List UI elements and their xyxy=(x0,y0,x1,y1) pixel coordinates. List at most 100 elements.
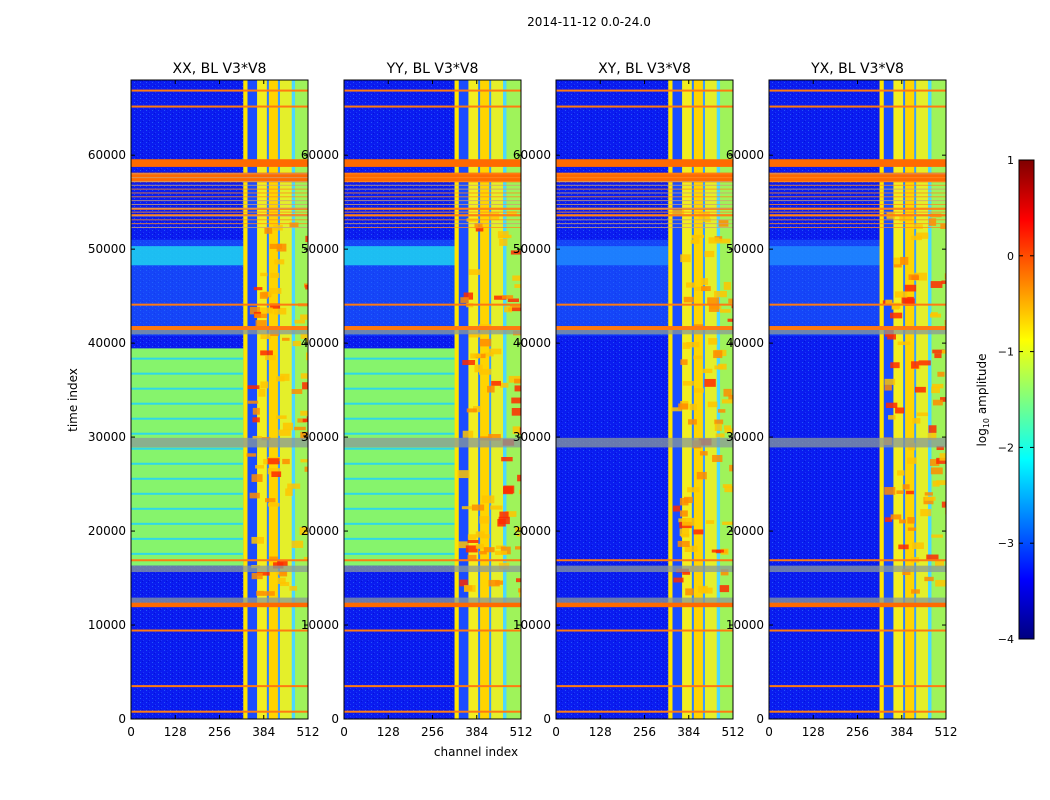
hot-spot xyxy=(724,428,733,433)
y-tick-label: 40000 xyxy=(301,336,339,350)
hot-spot xyxy=(914,224,923,229)
rfi-line xyxy=(131,303,308,306)
hot-spot xyxy=(715,433,725,438)
hot-spot xyxy=(499,382,509,388)
hot-spot xyxy=(512,275,521,281)
hot-spot xyxy=(680,359,688,365)
hot-spot xyxy=(458,541,469,549)
rfi-line xyxy=(769,196,946,198)
hot-spot xyxy=(474,222,483,229)
hot-spot xyxy=(468,269,481,275)
x-tick-label: 128 xyxy=(164,725,187,739)
hot-spot xyxy=(898,544,909,550)
hot-spot xyxy=(519,427,521,435)
rfi-band xyxy=(556,437,733,448)
rfi-line xyxy=(131,196,308,198)
hot-spot xyxy=(260,381,269,389)
rfi-band xyxy=(769,327,946,335)
hot-spot xyxy=(252,435,262,440)
broadband-stripe xyxy=(344,387,455,390)
rfi-line xyxy=(131,180,308,182)
broadband-stripe xyxy=(344,462,455,465)
hot-spot xyxy=(500,546,511,555)
hot-spot xyxy=(269,243,282,249)
y-tick-label: 10000 xyxy=(88,618,126,632)
hot-spot xyxy=(673,577,684,583)
channel-column xyxy=(716,80,721,719)
y-tick-label: 30000 xyxy=(513,430,551,444)
hot-spot xyxy=(703,368,713,374)
hot-spot xyxy=(914,386,926,393)
rfi-band-strong xyxy=(769,602,946,608)
rfi-line xyxy=(131,211,308,213)
hot-spot xyxy=(253,287,263,291)
y-tick-label: 60000 xyxy=(726,148,764,162)
hot-spot xyxy=(896,490,904,494)
colorbar: 1 0 −1 −2 −3 −4 xyxy=(998,154,1035,646)
hot-spot xyxy=(704,378,716,387)
channel-column xyxy=(879,80,884,719)
channel-column xyxy=(247,80,258,719)
hot-spot xyxy=(467,534,477,540)
rfi-line xyxy=(344,214,521,217)
hot-spot xyxy=(914,272,927,281)
hot-spot xyxy=(300,314,308,320)
x-axis-label: channel index xyxy=(434,745,518,759)
rfi-line xyxy=(344,559,521,562)
hot-spot xyxy=(483,547,495,553)
hot-spot xyxy=(899,214,913,222)
hot-spot xyxy=(501,295,514,299)
hot-spot xyxy=(885,299,893,305)
rfi-line xyxy=(769,559,946,562)
hot-spot xyxy=(479,338,492,347)
hot-spot xyxy=(912,542,924,549)
hot-spot xyxy=(722,521,733,525)
rfi-line xyxy=(769,629,946,632)
hot-spot xyxy=(289,222,299,228)
x-tick-label: 0 xyxy=(552,725,560,739)
channel-column xyxy=(668,80,673,719)
rfi-line xyxy=(556,214,733,217)
hot-spot xyxy=(941,349,946,354)
hot-spot xyxy=(941,501,946,508)
hot-spot xyxy=(926,554,939,561)
y-tick-label: 40000 xyxy=(513,336,551,350)
rfi-line xyxy=(131,226,308,228)
hot-spot xyxy=(267,458,280,465)
hot-spot xyxy=(935,579,946,587)
channel-column xyxy=(268,80,278,719)
hot-spot xyxy=(285,488,293,496)
rfi-line xyxy=(131,215,308,217)
rfi-line xyxy=(556,192,733,194)
hot-spot xyxy=(720,569,729,576)
rfi-line xyxy=(131,184,308,186)
colorbar-tick-label: 1 xyxy=(1007,154,1014,167)
hot-spot xyxy=(911,235,922,241)
panels: XX, BL V3*V8 0 128 256 384 512 0 10000 20000 3000… xyxy=(88,61,958,739)
hot-spot xyxy=(246,453,257,457)
hot-spot xyxy=(495,550,507,555)
hot-spot xyxy=(714,423,722,431)
rfi-line xyxy=(769,105,946,108)
rfi-line xyxy=(344,211,521,213)
hot-spot xyxy=(294,426,306,431)
rfi-line xyxy=(556,629,733,632)
hot-spot xyxy=(897,470,905,476)
hot-spot xyxy=(474,364,483,373)
rfi-line xyxy=(556,173,733,175)
x-tick-label: 384 xyxy=(677,725,700,739)
hot-spot xyxy=(515,526,521,532)
hot-spot xyxy=(728,298,733,304)
rfi-line xyxy=(556,215,733,217)
rfi-line xyxy=(344,200,521,202)
hot-spot xyxy=(930,467,943,475)
rfi-line xyxy=(556,105,733,108)
hot-spot xyxy=(931,534,943,538)
cyan-band xyxy=(769,246,880,266)
hot-spot xyxy=(280,373,290,381)
hot-spot xyxy=(256,572,270,576)
rfi-line xyxy=(769,200,946,202)
rfi-line xyxy=(131,629,308,632)
hot-spot xyxy=(718,238,731,244)
hot-spot xyxy=(723,388,732,397)
